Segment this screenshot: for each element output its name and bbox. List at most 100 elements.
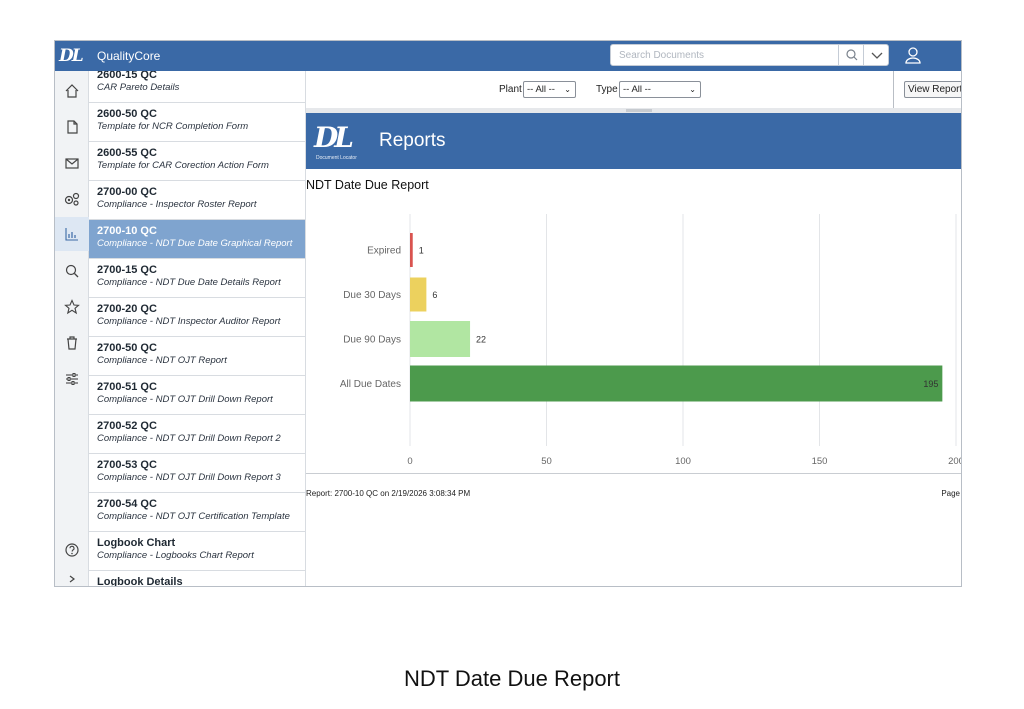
bar [410,365,943,402]
toolbar-divider [893,71,894,108]
plant-select[interactable]: -- All -- ⌄ [523,81,576,98]
plant-select-value: -- All -- [527,84,555,95]
rail-inbox[interactable] [55,146,89,180]
list-item[interactable]: 2700-51 QC Compliance - NDT OJT Drill Dow… [89,376,305,415]
x-tick-label: 50 [541,456,552,467]
trash-icon [67,336,77,350]
list-item-title: 2700-20 QC [97,303,157,315]
list-item[interactable]: 2600-50 QC Template for NCR Completion Fo… [89,103,305,142]
list-item-subtitle: Template for CAR Corection Action Form [97,160,269,171]
report-list: 2600-15 QC CAR Pareto Details 2600-50 QC T… [89,71,306,587]
x-tick-label: 100 [675,456,691,467]
rail-expand[interactable] [55,569,89,586]
rail-help[interactable] [55,533,89,567]
chevron-right-icon [69,575,75,582]
inbox-icon [65,158,79,169]
list-item-title: Logbook Chart [97,537,176,549]
list-item-title: 2700-52 QC [97,420,157,432]
parameters-collapse-handle[interactable] [626,109,652,112]
bar [410,233,413,267]
banner-title: Reports [379,130,446,151]
view-report-button[interactable]: View Report [904,81,961,98]
list-item-subtitle: Compliance - NDT OJT Drill Down Report [97,394,273,405]
category-label: All Due Dates [340,379,401,390]
rail-documents[interactable] [55,110,89,144]
list-item-subtitle: Compliance - NDT OJT Report [97,355,227,366]
logo-subtitle: Document Locator [316,155,357,161]
rail-favorites[interactable] [55,290,89,324]
image-caption: NDT Date Due Report [403,666,620,691]
list-item[interactable]: Logbook Details [89,571,305,587]
search-icon [65,264,79,278]
bar-chart-icon [65,228,78,241]
x-tick-label: 200 [948,456,962,467]
list-item-title: 2700-50 QC [97,342,157,354]
rail-home[interactable] [55,74,89,108]
rail-search[interactable] [55,254,89,288]
list-item-title: 2600-15 QC [97,71,157,81]
app-window: DL QualityCore [54,40,962,587]
app-title: QualityCore [97,49,161,63]
list-item-subtitle: CAR Pareto Details [97,82,180,93]
bar [410,277,427,312]
list-item[interactable]: 2600-15 QC CAR Pareto Details [89,71,305,103]
list-item[interactable]: 2700-53 QC Compliance - NDT OJT Drill Dow… [89,454,305,493]
document-locator-logo: DL [314,121,354,154]
category-label: Expired [367,246,401,257]
list-item[interactable]: 2700-20 QC Compliance - NDT Inspector Aud… [89,298,305,337]
list-item[interactable]: Logbook Chart Compliance - Logbooks Chart… [89,532,305,571]
home-icon [65,84,79,98]
list-item-title: 2700-15 QC [97,264,157,276]
rail-reports[interactable] [55,217,89,251]
icon-rail [55,71,89,586]
gears-icon [64,192,80,206]
help-icon [65,543,79,557]
top-bar: DL QualityCore [55,41,961,71]
list-item[interactable]: 2600-55 QC Template for CAR Corection Act… [89,142,305,181]
list-item-title: 2600-50 QC [97,108,157,120]
list-item[interactable]: 2700-15 QC Compliance - NDT Due Date Deta… [89,259,305,298]
report-banner: DL Document Locator Reports [306,113,961,169]
list-item[interactable]: 2700-50 QC Compliance - NDT OJT Report [89,337,305,376]
list-item-subtitle: Compliance - NDT Due Date Graphical Repo… [97,238,293,249]
list-item-title: 2700-54 QC [97,498,157,510]
chevron-down-icon: ⌄ [689,85,696,94]
data-label: 22 [476,335,486,345]
x-tick-label: 0 [407,456,412,467]
list-item-title: 2700-51 QC [97,381,157,393]
data-label: 6 [432,290,437,300]
category-label: Due 30 Days [343,290,401,301]
list-item[interactable]: 2700-52 QC Compliance - NDT OJT Drill Dow… [89,415,305,454]
ndt-due-date-chart: 0 50 100 150 200 Expired 1 Due 30 Days 6 Due 90 D… [340,214,962,467]
list-item-title: Logbook Details [97,576,183,587]
list-item[interactable]: 2700-54 QC Compliance - NDT OJT Certifica… [89,493,305,532]
list-item-selected[interactable]: 2700-10 QC Compliance - NDT Due Date Grap… [89,220,305,259]
list-item[interactable]: 2700-00 QC Compliance - Inspector Roster … [89,181,305,220]
rail-workflows[interactable] [55,182,89,216]
document-icon [67,120,78,134]
x-tick-label: 150 [812,456,828,467]
list-item-title: 2700-53 QC [97,459,157,471]
search-button[interactable] [838,45,864,65]
search-options-button[interactable] [863,45,889,65]
rail-settings[interactable] [55,362,89,396]
app-logo[interactable]: DL [59,46,84,66]
list-item-subtitle: Compliance - NDT OJT Drill Down Report 2 [97,433,281,444]
report-footer: Report: 2700-10 QC on 2/19/2026 3:08:34 … [306,489,471,498]
rail-trash[interactable] [55,326,89,360]
star-icon [64,299,80,315]
search-icon [846,49,858,61]
list-item-title: 2600-55 QC [97,147,157,159]
data-label: 1 [419,246,424,256]
chart-divider [306,473,961,474]
type-select[interactable]: -- All -- ⌄ [619,81,701,98]
data-label: 195 [923,379,938,389]
user-button[interactable] [903,46,923,66]
sliders-icon [66,373,78,385]
list-item-subtitle: Template for NCR Completion Form [97,121,249,132]
list-item-subtitle: Compliance - NDT Inspector Auditor Repor… [97,316,281,327]
type-label: Type [596,84,618,95]
list-item-subtitle: Compliance - Inspector Roster Report [97,199,257,210]
search-input[interactable] [611,45,844,65]
type-select-value: -- All -- [623,84,651,95]
